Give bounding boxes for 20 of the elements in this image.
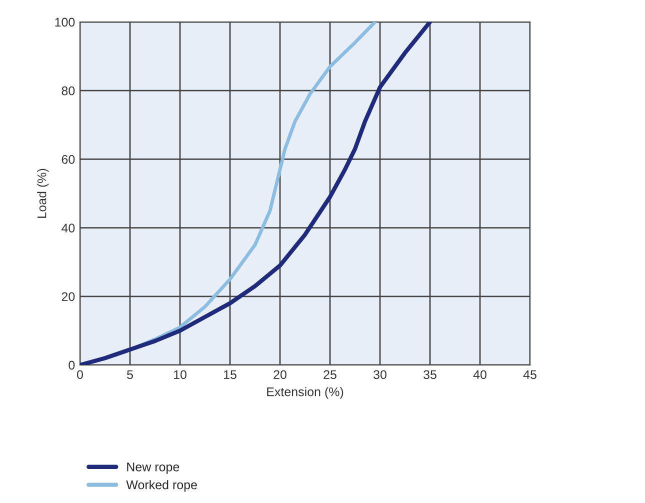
x-tick-label: 10 (174, 370, 186, 380)
x-axis-title: Extension (%) (267, 387, 344, 399)
x-tick-label: 45 (523, 370, 536, 380)
y-tick-label: 0 (68, 360, 75, 370)
x-tick-label: 0 (77, 370, 83, 380)
legend-label: New rope (127, 462, 180, 474)
x-tick-label: 15 (224, 370, 236, 380)
y-tick-label: 60 (62, 155, 75, 164)
x-tick-label: 20 (274, 370, 286, 380)
x-tick-label: 40 (473, 370, 486, 380)
legend-label: Worked rope (126, 480, 197, 492)
x-tick-label: 35 (424, 370, 436, 380)
x-tick-label: 25 (324, 370, 336, 380)
y-axis-title: Load (%) (37, 168, 49, 218)
y-tick-label: 40 (62, 224, 75, 232)
x-tick-label: 30 (374, 370, 386, 380)
y-tick-label: 80 (62, 86, 75, 96)
y-tick-label: 100 (55, 18, 75, 27)
x-tick-label: 5 (127, 370, 133, 380)
y-tick-label: 20 (62, 292, 75, 302)
